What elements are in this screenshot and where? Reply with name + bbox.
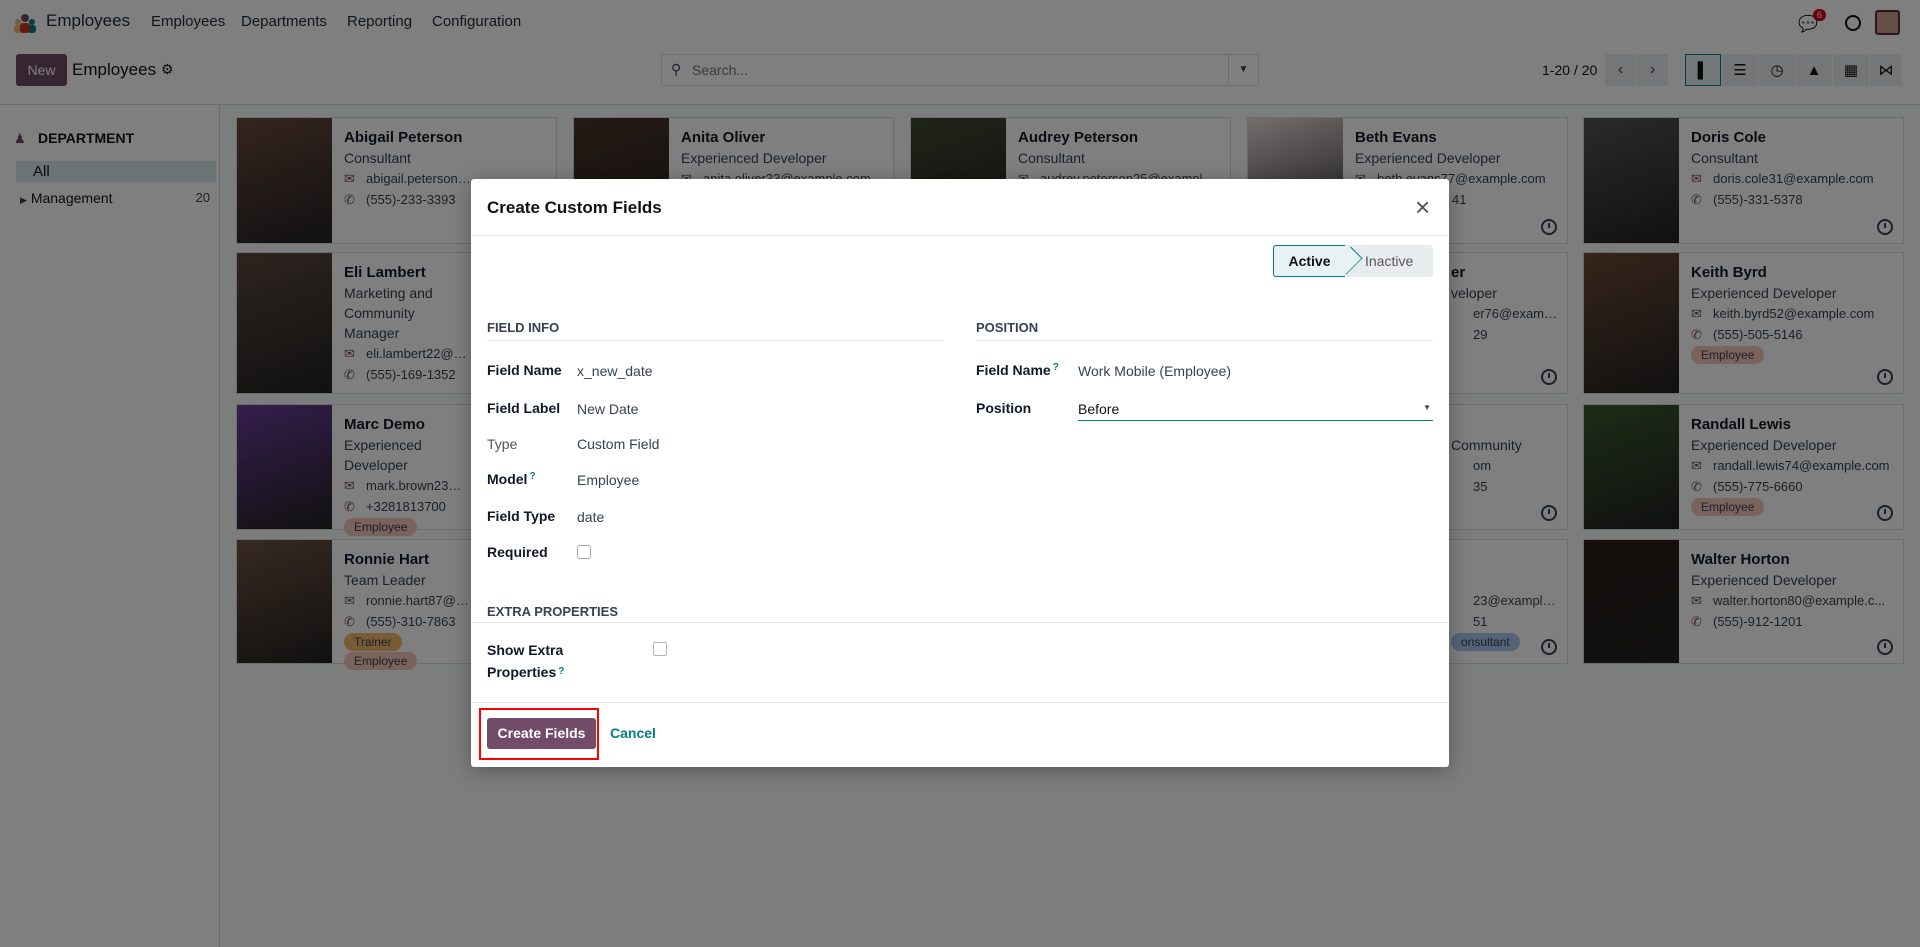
show-extra-properties-label: Show Extra Properties? [487,639,564,683]
field-type-value: date [577,509,605,525]
model-label-text: Model [487,471,528,487]
close-icon[interactable]: × [1415,192,1431,222]
position-field-name-text: Field Name [976,362,1051,378]
field-type-label: Field Type [487,508,556,524]
help-tooltip-icon[interactable]: ? [529,471,536,482]
required-label: Required [487,544,548,560]
model-label: Model? [487,471,536,487]
show-extra-label-line2: Properties [487,664,557,680]
help-tooltip-icon[interactable]: ? [1052,362,1059,373]
position-heading: POSITION [976,320,1433,341]
caret-down-icon: ▼ [1423,403,1431,412]
extra-divider [471,622,1449,623]
position-field-name-label: Field Name? [976,362,1059,378]
position-select-value: Before [1078,401,1120,417]
field-name-label: Field Name [487,362,562,378]
field-label-label: Field Label [487,400,561,416]
cancel-button[interactable]: Cancel [610,725,656,741]
position-field-name-value: Work Mobile (Employee) [1078,363,1232,379]
field-info-heading: FIELD INFO [487,320,943,341]
show-extra-label-line1: Show Extra [487,642,564,658]
help-tooltip-icon[interactable]: ? [558,666,565,677]
status-inactive[interactable]: Inactive [1365,253,1414,269]
model-value: Employee [577,472,640,488]
field-label-value: New Date [577,401,639,417]
type-value: Custom Field [577,436,660,452]
dialog-title: Create Custom Fields [487,198,662,217]
type-label: Type [487,436,518,452]
position-label: Position [976,400,1032,416]
footer-divider [471,702,1449,703]
status-active[interactable]: Active [1273,245,1345,277]
required-checkbox[interactable] [577,545,591,559]
create-custom-fields-dialog: Create Custom Fields × Active Inactive F… [471,179,1449,767]
status-bar: Active Inactive [1273,245,1433,277]
field-name-value: x_new_date [577,363,653,379]
header-divider [471,235,1449,236]
highlight-box [479,708,599,760]
show-extra-properties-checkbox[interactable] [653,642,667,656]
create-fields-button[interactable]: Create Fields [487,718,596,749]
extra-properties-heading: EXTRA PROPERTIES [487,604,618,619]
position-select[interactable]: Before ▼ [1078,395,1433,421]
